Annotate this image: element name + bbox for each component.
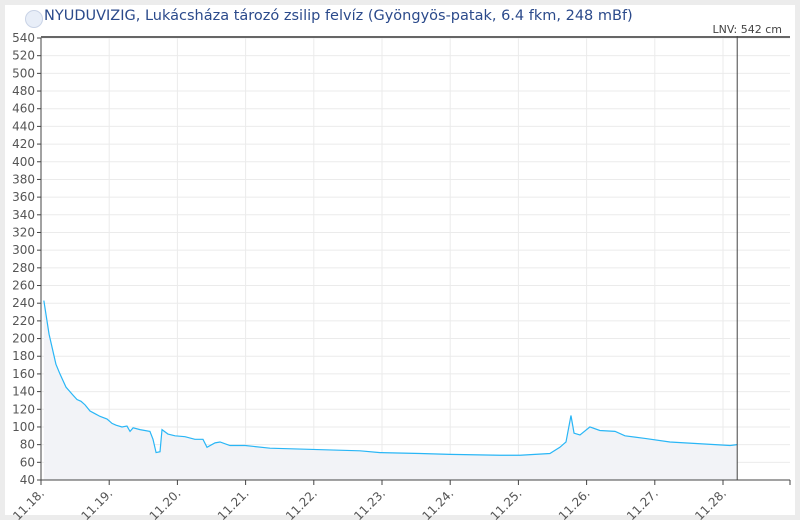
y-tick-label: 100 [12,420,35,434]
y-tick-label: 300 [12,243,35,257]
y-tick-label: 520 [12,49,35,63]
y-tick-label: 60 [20,455,35,469]
x-tick-label: 11.18. [10,486,47,520]
y-tick-label: 320 [12,225,35,239]
x-tick-label: 11.28. [692,486,729,520]
y-tick-label: 360 [12,190,35,204]
lnv-label: LNV: 542 cm [713,23,782,36]
series-line [43,300,738,456]
x-tick-label: 11.27. [624,486,661,520]
y-tick-label: 280 [12,261,35,275]
y-tick-label: 340 [12,208,35,222]
nyuduvizig-logo-icon [25,10,43,28]
x-tick-label: 11.20. [147,486,184,520]
y-tick-label: 240 [12,296,35,310]
x-tick-label: 11.22. [283,486,320,520]
y-tick-label: 420 [12,137,35,151]
x-tick-label: 11.25. [488,486,525,520]
y-tick-label: 160 [12,367,35,381]
y-tick-label: 180 [12,349,35,363]
y-tick-label: 480 [12,84,35,98]
y-tick-label: 540 [12,31,35,45]
y-tick-label: 260 [12,279,35,293]
series-area [43,300,738,480]
x-tick-label: 11.24. [419,486,456,520]
x-tick-label: 11.26. [556,486,593,520]
x-tick-label: 11.23. [351,486,388,520]
y-tick-label: 500 [12,66,35,80]
y-tick-label: 400 [12,155,35,169]
y-tick-label: 460 [12,102,35,116]
y-tick-label: 220 [12,314,35,328]
y-tick-label: 80 [20,438,35,452]
y-tick-label: 120 [12,402,35,416]
y-tick-label: 40 [20,473,35,487]
y-tick-label: 380 [12,172,35,186]
y-tick-label: 200 [12,332,35,346]
y-tick-label: 140 [12,385,35,399]
x-tick-label: 11.21. [215,486,252,520]
y-tick-label: 440 [12,119,35,133]
chart-title: NYUDUVIZIG, Lukácsháza tározó zsilip fel… [44,8,633,24]
x-tick-label: 11.19. [78,486,115,520]
